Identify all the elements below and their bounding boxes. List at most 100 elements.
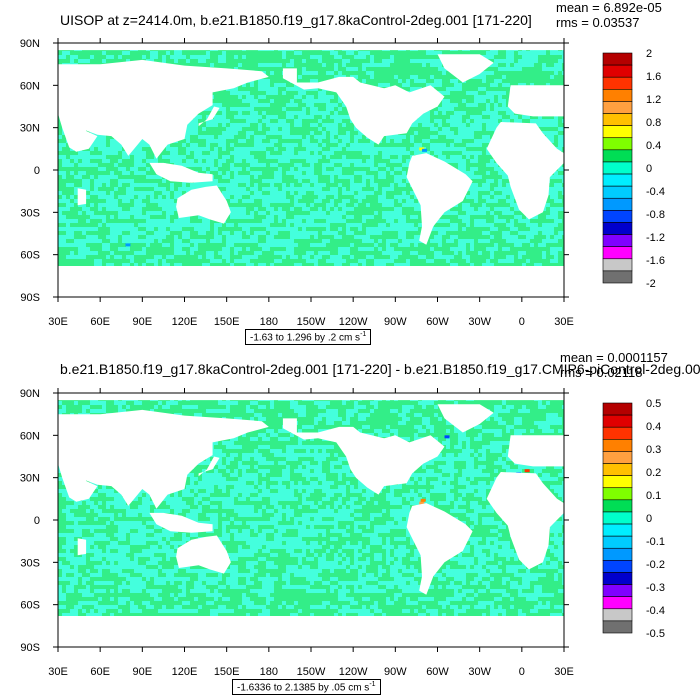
y-tick-label: 0 [34,515,40,527]
hotspot [419,501,425,505]
colorbar-swatch [602,608,633,622]
land-mask [282,418,445,495]
x-tick-label: 120E [172,666,198,678]
colorbar-swatch [602,596,633,610]
colorbar-swatch [602,620,633,634]
map-plot: 30E 60E 90E 120E 150E 180 150W 120W 90W 60W 30W 0 30… [20,388,665,678]
land-mask [149,162,213,183]
hotspot [444,435,450,439]
x-tick-label: 90E [133,666,153,678]
colorbar-swatch [602,161,633,175]
contour-range-label: -1.6336 to 2.1385 by .05 cm s-1 [232,679,381,696]
land-mask [58,393,564,401]
contour-range-label: -1.63 to 1.296 by .2 cm s-1 [245,329,372,346]
colorbar-label: -0.8 [646,209,665,221]
colorbar-swatch [602,499,633,513]
colorbar-swatch [602,101,633,114]
land-mask [507,435,564,467]
colorbar-label: -1.6 [646,255,665,267]
colorbar-swatch [602,222,633,235]
colorbar: 2 1.6 1.2 0.8 0.4 0 -0.4 -0.8 -1.2 -1.6 -2 [602,48,665,290]
colorbar-swatch [602,487,633,501]
colorbar-swatch [602,463,633,476]
mean-stat: mean = 6.892e-05 [556,0,662,15]
colorbar-label: 1.6 [646,71,661,83]
y-tick-label: 90N [20,388,40,400]
land-mask [65,127,98,152]
colorbar-label: 0 [646,163,652,175]
x-tick-label: 120W [339,666,368,678]
x-tick-label: 60E [90,666,110,678]
y-tick-label: 60N [20,80,40,92]
x-tick-label: 150E [214,666,240,678]
colorbar-label: 0.3 [646,444,661,456]
colorbar-label: 1.2 [646,94,661,106]
colorbar-swatch [602,185,633,199]
land-mask [77,188,87,206]
x-tick-label: 30E [48,666,68,678]
y-tick-label: 0 [34,165,40,177]
colorbar-label: -0.4 [646,605,665,617]
land-mask [282,68,445,145]
plot-area: 30E 60E 90E 120E 150E 180 150W 120W 90W 60W 30W 0 30… [20,388,574,678]
colorbar-swatch [602,149,633,163]
colorbar-swatch [602,89,633,102]
colorbar-swatch [602,258,633,272]
colorbar-swatch [602,560,633,573]
colorbar-swatch [602,246,633,260]
land-mask [65,477,98,502]
colorbar-swatch [602,137,633,151]
land-mask [176,185,231,224]
top-panel: UISOP at z=2414.0m, b.e21.B1850.f19_g17.… [20,0,665,346]
land-mask [58,409,269,509]
x-tick-label: 30E [554,666,574,678]
x-tick-label: 90W [384,316,407,328]
colorbar-swatch [602,197,633,211]
bottom-panel: b.e21.B1850.f19_g17.8kaControl-2deg.001 … [0,350,700,700]
land-mask [437,404,494,433]
x-tick-label: 120W [339,316,368,328]
colorbar: 0.5 0.4 0.3 0.2 0.1 0 -0.1 -0.2 -0.3 -0.4 -0.5 [602,398,665,640]
x-tick-label: 150W [297,666,326,678]
colorbar-label: 0.1 [646,490,661,502]
map-plot: 30E 60E 90E 120E 150E 180 150W 120W 90W 60W 30W 0 30… [20,38,665,328]
colorbar-label: -0.5 [646,628,665,640]
colorbar-swatch [602,451,633,464]
colorbar-swatch [602,113,633,126]
y-tick-label: 30N [20,473,40,485]
land-mask [406,503,473,595]
y-tick-label: 60S [20,250,40,262]
x-tick-label: 180 [260,316,278,328]
hotspot [524,469,530,473]
colorbar-swatch [602,426,633,440]
y-tick-label: 90S [20,642,40,654]
colorbar-swatch [602,414,633,428]
chart-title: b.e21.B1850.f19_g17.8kaControl-2deg.001 … [60,361,700,377]
colorbar-label: -0.4 [646,186,665,198]
x-tick-label: 30W [468,316,491,328]
x-tick-label: 0 [519,666,525,678]
land-mask [58,43,564,51]
colorbar-label: 0.8 [646,117,661,129]
colorbar-swatch [602,270,633,284]
hotspot [419,147,425,151]
x-tick-label: 0 [519,316,525,328]
y-tick-label: 60S [20,600,40,612]
colorbar-label: 0.2 [646,467,661,479]
x-tick-label: 150W [297,316,326,328]
land-mask [176,535,231,574]
colorbar-swatch [602,64,633,78]
x-tick-label: 30W [468,666,491,678]
rms-stat: rms = 0.03537 [556,15,640,30]
colorbar-label: 0.4 [646,140,661,152]
land-mask [486,472,564,570]
colorbar-label: -1.2 [646,232,665,244]
colorbar-swatch [602,535,633,549]
field-layer [58,43,564,297]
colorbar-swatch [602,584,633,597]
hotspot [420,498,426,502]
y-tick-label: 90N [20,38,40,50]
colorbar-label: -0.3 [646,582,665,594]
x-tick-label: 90E [133,316,153,328]
colorbar-swatch [602,76,633,90]
